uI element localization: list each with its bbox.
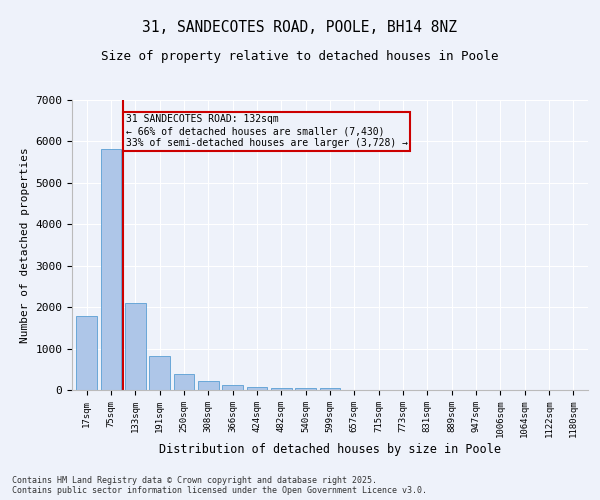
Text: Size of property relative to detached houses in Poole: Size of property relative to detached ho… [101, 50, 499, 63]
Bar [295, 388, 316, 390]
Text: 31 SANDECOTES ROAD: 132sqm
← 66% of detached houses are smaller (7,430)
33% of s: 31 SANDECOTES ROAD: 132sqm ← 66% of deta… [125, 114, 407, 148]
Bar [320, 388, 340, 390]
Bar [173, 374, 194, 390]
Text: 31, SANDECOTES ROAD, POOLE, BH14 8NZ: 31, SANDECOTES ROAD, POOLE, BH14 8NZ [143, 20, 458, 35]
Bar [149, 356, 170, 390]
Bar [76, 316, 97, 390]
X-axis label: Distribution of detached houses by size in Poole: Distribution of detached houses by size … [159, 443, 501, 456]
Bar [101, 149, 121, 390]
Bar [125, 304, 146, 390]
Y-axis label: Number of detached properties: Number of detached properties [20, 147, 30, 343]
Bar [222, 386, 243, 390]
Bar [271, 388, 292, 390]
Text: Contains HM Land Registry data © Crown copyright and database right 2025.
Contai: Contains HM Land Registry data © Crown c… [12, 476, 427, 495]
Bar [198, 382, 218, 390]
Bar [247, 386, 268, 390]
